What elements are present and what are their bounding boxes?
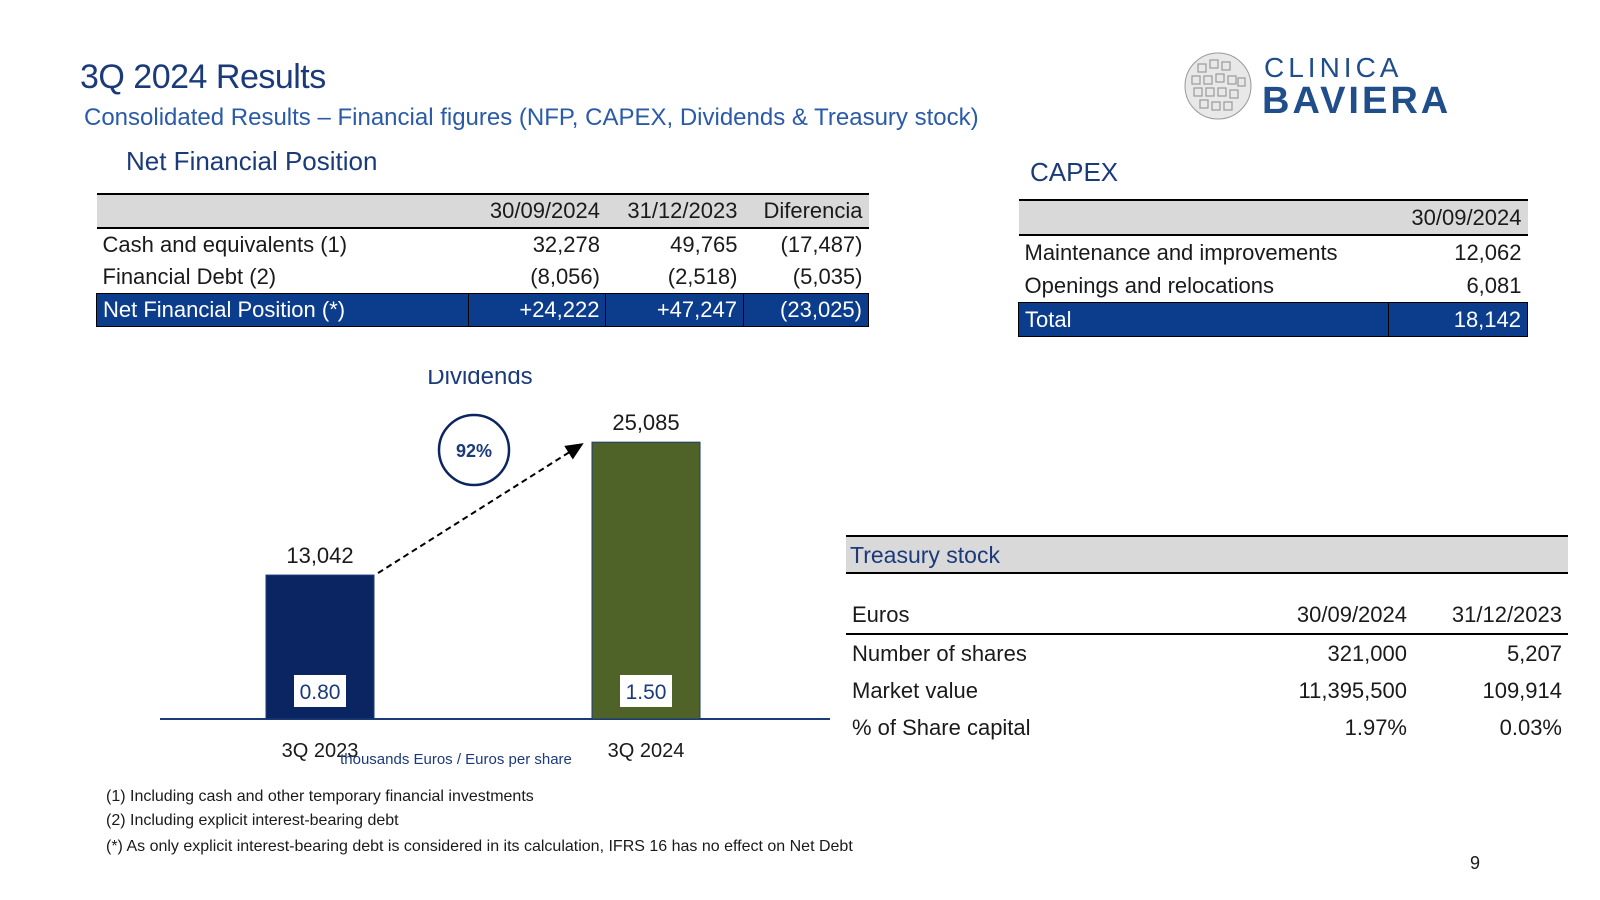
footnote-1: (1) Including cash and other temporary f… (106, 788, 534, 805)
row-label: Number of shares (852, 640, 1027, 666)
cell-value: 5,207 (1506, 640, 1562, 666)
cell-value: (23,025) (742, 293, 870, 327)
table-row: Number of shares 321,000 5,207 (846, 634, 1568, 672)
logo-text-clinica: CLINICA (1264, 52, 1403, 83)
row-label: Openings and relocations (1024, 272, 1275, 298)
capex-header-row: 30/09/2024 (1018, 200, 1528, 235)
per-share-label: 1.50 (626, 681, 667, 704)
table-row: Cash and equivalents (1) 32,278 49,765 (… (97, 228, 869, 261)
page-subtitle: Consolidated Results – Financial figures… (84, 104, 979, 131)
treasury-heading-bar: Treasury stock (846, 535, 1568, 574)
dividends-chart: Dividends 13,042 0.80 3Q 2023 25,085 1.50 3Q … (160, 370, 830, 768)
growth-circle (437, 413, 511, 487)
treasury-header-row: Euros 30/09/2024 31/12/2023 (846, 596, 1568, 635)
cell-value: 0.03% (1499, 714, 1562, 740)
page-number: 9 (1470, 853, 1481, 873)
cell-value: (2,518) (667, 264, 738, 289)
bars-group: 13,042 0.80 3Q 2023 25,085 1.50 3Q 2024 (265, 410, 701, 762)
capex-col-header: 30/09/2024 (1411, 204, 1522, 230)
row-label: Maintenance and improvements (1024, 239, 1338, 265)
capex-table: 30/09/2024 Maintenance and improvements … (1018, 199, 1528, 337)
table-row: Market value 11,395,500 109,914 (846, 672, 1568, 709)
cell-value: 32,278 (532, 232, 600, 257)
row-label: Financial Debt (2) (102, 264, 277, 289)
footnote-2: (2) Including explicit interest-bearing … (106, 812, 399, 829)
category-label: 3Q 2023 (282, 740, 359, 762)
page-title: 3Q 2024 Results (80, 58, 326, 96)
row-label: % of Share capital (852, 714, 1031, 740)
nfp-col-header: Diferencia (763, 198, 863, 223)
nfp-heading: Net Financial Position (126, 146, 378, 176)
treasury-col-header: 31/12/2023 (1413, 596, 1568, 635)
category-label: 3Q 2024 (608, 740, 685, 762)
unit-note: thousands Euros / Euros per share (340, 751, 572, 768)
nfp-total-row: Net Financial Position (*) +24,222 +47,2… (96, 293, 870, 327)
globe-icon (1184, 52, 1252, 120)
row-label: Market value (852, 677, 978, 703)
nfp-col-header: 30/09/2024 (489, 198, 600, 223)
cell-value: (17,487) (780, 232, 863, 257)
cell-value: 1.97% (1344, 714, 1407, 740)
logo-text-baviera: BAVIERA (1262, 80, 1452, 122)
growth-arrow (377, 443, 584, 574)
per-share-box (294, 675, 346, 707)
footnote-3: (*) As only explicit interest-bearing de… (106, 838, 853, 855)
clinica-baviera-logo: CLINICA BAVIERA (1182, 50, 1482, 122)
capex-heading: CAPEX (1030, 157, 1119, 187)
growth-label: 92% (456, 441, 492, 461)
nfp-col-header: 31/12/2023 (627, 198, 738, 223)
row-label: Cash and equivalents (1) (102, 232, 348, 257)
capex-total-row: Total 18,142 (1018, 302, 1528, 337)
dividend-bar (591, 441, 701, 720)
cell-value: 109,914 (1482, 677, 1562, 703)
nfp-table: 30/09/2024 31/12/2023 Diferencia Cash an… (96, 193, 870, 327)
nfp-header-row: 30/09/2024 31/12/2023 Diferencia (96, 194, 869, 228)
table-row: Maintenance and improvements 12,062 (1019, 235, 1528, 269)
cell-value: +47,247 (605, 293, 744, 327)
bar-value-label: 25,085 (612, 410, 679, 435)
cell-value: 18,142 (1388, 302, 1528, 337)
table-row: % of Share capital 1.97% 0.03% (846, 709, 1568, 746)
nfp-header-blank (97, 194, 469, 228)
per-share-label: 0.80 (300, 681, 341, 704)
cell-value: 321,000 (1327, 640, 1407, 666)
row-label: Total (1018, 302, 1389, 337)
cell-value: (8,056) (530, 264, 600, 289)
chart-title: Dividends (427, 370, 532, 390)
table-row: Openings and relocations 6,081 (1019, 269, 1528, 303)
per-share-box (620, 675, 672, 707)
treasury-heading: Treasury stock (850, 542, 1000, 568)
row-label: Net Financial Position (*) (96, 293, 469, 327)
capex-header-blank (1019, 200, 1389, 235)
cell-value: 6,081 (1466, 272, 1522, 298)
cell-value: 11,395,500 (1298, 677, 1407, 703)
cell-value: 49,765 (670, 232, 738, 257)
treasury-col-header: 30/09/2024 (1258, 596, 1413, 635)
table-row: Financial Debt (2) (8,056) (2,518) (5,03… (97, 261, 869, 294)
cell-value: (5,035) (792, 264, 863, 289)
treasury-col-header: Euros (846, 596, 1258, 635)
cell-value: 12,062 (1454, 239, 1522, 265)
cell-value: +24,222 (467, 293, 607, 327)
bar-value-label: 13,042 (286, 543, 353, 568)
treasury-table: Euros 30/09/2024 31/12/2023 Number of sh… (846, 596, 1568, 746)
